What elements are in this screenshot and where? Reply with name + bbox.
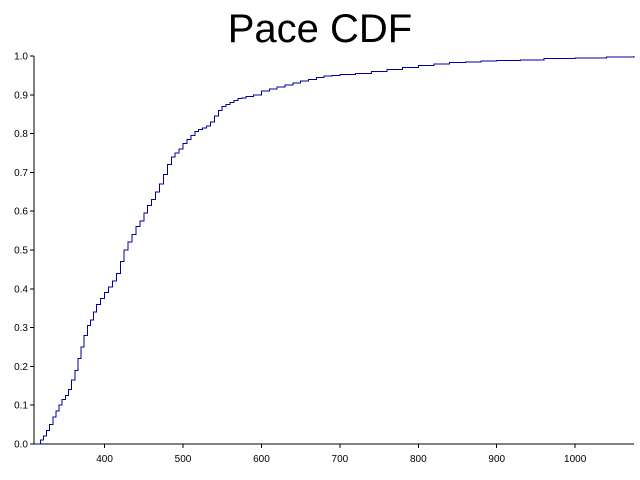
cdf-step-line (34, 56, 635, 445)
y-axis: 0.0 0.1 0.2 0.3 0.4 0.5 0.6 0.7 0.8 0.9 1.0 (14, 52, 35, 451)
y-tick-label: 0.4 (14, 284, 28, 295)
x-tick-label: 400 (96, 454, 113, 465)
x-tick-label: 600 (253, 454, 270, 465)
y-tick-label: 0.3 (14, 323, 28, 334)
y-tick-label: 1.0 (14, 52, 28, 63)
plot-area (34, 56, 635, 445)
y-tick-label: 0.6 (14, 207, 28, 218)
x-tick-label: 800 (410, 454, 427, 465)
y-tick-label: 0.7 (14, 168, 28, 179)
x-tick-label: 1000 (564, 454, 587, 465)
x-tick-label: 700 (332, 454, 349, 465)
x-tick-label: 900 (488, 454, 505, 465)
y-tick-label: 0.8 (14, 129, 28, 140)
y-tick-label: 0.9 (14, 90, 28, 101)
y-tick-label: 0.1 (14, 401, 28, 412)
chart-title: Pace CDF (228, 7, 413, 51)
x-tick-label: 500 (175, 454, 192, 465)
y-tick-label: 0.2 (14, 362, 28, 373)
x-axis: 400 500 600 700 800 900 1000 (34, 443, 634, 465)
y-tick-label: 0.0 (14, 440, 28, 451)
y-tick-label: 0.5 (14, 246, 28, 257)
